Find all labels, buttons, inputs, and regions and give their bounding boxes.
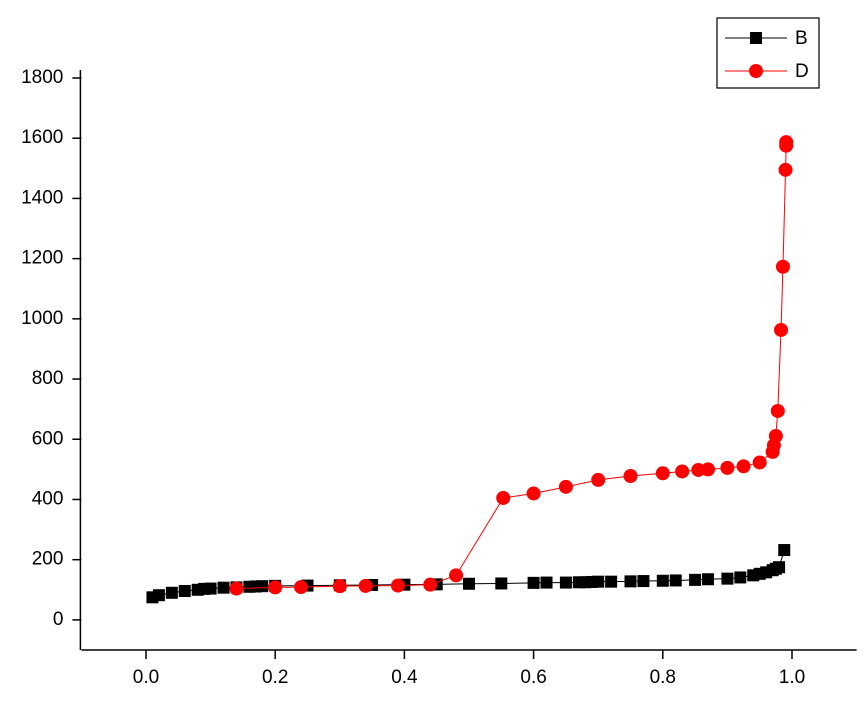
marker	[773, 561, 786, 574]
marker	[423, 577, 438, 592]
marker	[656, 574, 669, 587]
marker	[256, 580, 269, 593]
y-tick-label: 1800	[21, 67, 63, 88]
marker	[749, 64, 763, 78]
marker	[778, 162, 793, 177]
marker	[702, 573, 715, 586]
marker	[294, 580, 309, 595]
marker	[770, 403, 785, 418]
y-tick-label: 1000	[21, 308, 63, 329]
marker	[624, 575, 637, 588]
marker	[178, 584, 191, 597]
marker	[495, 577, 508, 590]
y-tick-label: 600	[32, 428, 64, 449]
y-tick-label: 800	[32, 368, 64, 389]
y-tick-label: 0	[53, 609, 64, 630]
marker	[701, 462, 716, 477]
marker	[720, 460, 735, 475]
marker	[204, 582, 217, 595]
marker	[675, 464, 690, 479]
marker	[591, 472, 606, 487]
marker	[779, 135, 794, 150]
marker	[689, 573, 702, 586]
legend-label: D	[795, 61, 809, 82]
marker	[592, 575, 605, 588]
y-tick-label: 200	[32, 549, 64, 570]
marker	[358, 578, 373, 593]
x-tick-label: 0.8	[650, 667, 676, 688]
legend-label: B	[795, 28, 808, 49]
marker	[623, 468, 638, 483]
marker	[559, 576, 572, 589]
marker	[527, 576, 540, 589]
y-tick-label: 400	[32, 488, 64, 509]
y-tick-label: 1200	[21, 248, 63, 269]
marker	[229, 581, 244, 596]
x-tick-label: 0.0	[133, 667, 159, 688]
marker	[736, 459, 751, 474]
marker	[605, 575, 618, 588]
marker	[449, 568, 464, 583]
x-tick-label: 0.2	[262, 667, 288, 688]
marker	[655, 466, 670, 481]
legend-box	[716, 17, 820, 89]
marker	[540, 576, 553, 589]
marker	[775, 259, 790, 274]
marker	[721, 572, 734, 585]
marker	[774, 322, 789, 337]
y-tick-label: 1400	[21, 187, 63, 208]
marker	[332, 579, 347, 594]
marker	[669, 574, 682, 587]
x-tick-label: 1.0	[779, 667, 805, 688]
marker	[637, 575, 650, 588]
marker	[217, 581, 230, 594]
marker	[526, 486, 541, 501]
marker	[750, 32, 762, 44]
x-tick-label: 0.6	[520, 667, 546, 688]
marker	[268, 580, 283, 595]
marker	[390, 578, 405, 593]
marker	[768, 428, 783, 443]
series-line	[236, 142, 787, 590]
marker	[558, 479, 573, 494]
marker	[152, 589, 165, 602]
marker	[463, 577, 475, 590]
marker	[752, 455, 767, 470]
x-tick-label: 0.4	[391, 667, 418, 688]
marker	[496, 490, 511, 505]
y-tick-label: 1600	[21, 127, 63, 148]
marker	[778, 544, 791, 557]
marker	[165, 586, 178, 599]
marker	[734, 571, 747, 584]
